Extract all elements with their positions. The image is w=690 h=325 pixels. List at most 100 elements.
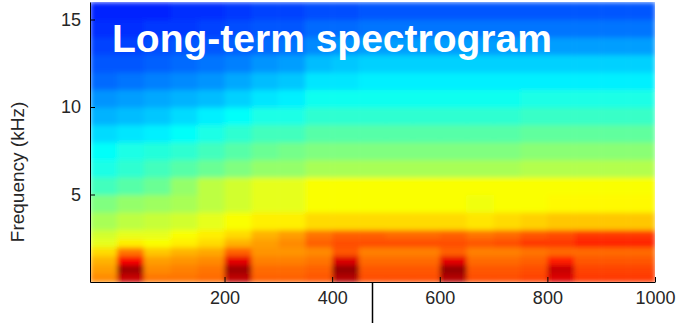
heat-cell [144, 72, 172, 90]
heat-cell [225, 238, 253, 247]
heat-cell [90, 256, 118, 265]
heat-cell [332, 107, 360, 125]
heat-cell [520, 256, 548, 265]
heat-cell [467, 195, 495, 213]
heat-cell [574, 177, 602, 195]
heat-cell [386, 107, 414, 125]
tick-mark [332, 277, 333, 282]
heat-cell [198, 90, 226, 108]
heat-cell [171, 238, 199, 247]
heat-cell [547, 125, 575, 143]
heat-cell [494, 177, 522, 195]
heat-cell [547, 230, 575, 239]
heat-cell [171, 230, 199, 239]
heat-cell [359, 273, 387, 282]
heat-cell [413, 212, 441, 230]
heat-cell [90, 125, 118, 143]
heat-cell [386, 230, 414, 239]
heat-cell [628, 195, 655, 213]
heat-cell [520, 195, 548, 213]
tick: 400 [318, 277, 348, 308]
heat-cell [251, 238, 279, 247]
heat-cell [251, 160, 279, 178]
heat-cell [198, 273, 226, 282]
heat-cell [278, 72, 306, 90]
heat-cell [601, 72, 629, 90]
heat-cell [413, 195, 441, 213]
heat-cell [547, 90, 575, 108]
heat-cell [574, 125, 602, 143]
heat-cell [117, 212, 145, 230]
heat-cell [198, 107, 226, 125]
heat-cell [359, 125, 387, 143]
heat-cell [386, 177, 414, 195]
heat-cell [305, 256, 333, 265]
heat-cell [144, 107, 172, 125]
heat-cell [628, 160, 655, 178]
heat-cell [305, 195, 333, 213]
heat-cell [144, 90, 172, 108]
heat-cell [117, 107, 145, 125]
tick-mark [547, 277, 548, 282]
heat-cell [278, 125, 306, 143]
heat-cell [117, 160, 145, 178]
heat-cell [574, 238, 602, 247]
tick: 600 [425, 277, 455, 308]
heat-cell [198, 72, 226, 90]
heat-cell [359, 230, 387, 239]
heat-cell [628, 90, 655, 108]
heat-cell [494, 125, 522, 143]
tick-label: 600 [425, 288, 455, 308]
heat-cell [144, 238, 172, 247]
heat-cell [305, 265, 333, 274]
heat-cell [547, 177, 575, 195]
heat-cell [601, 195, 629, 213]
heat-cell [359, 107, 387, 125]
heat-cell [90, 142, 118, 160]
heat-cell [440, 212, 468, 230]
heat-cell [413, 160, 441, 178]
heat-cell [494, 273, 522, 282]
tick-label: 1000 [635, 288, 675, 308]
heat-cell [332, 230, 360, 239]
heat-cell [171, 125, 199, 143]
heat-cell [144, 273, 172, 282]
tick-label: 400 [318, 288, 348, 308]
heat-cell [198, 238, 226, 247]
heat-cell [574, 230, 602, 239]
heat-cell [144, 247, 172, 256]
tick: 200 [210, 277, 240, 308]
heat-cell [332, 265, 360, 274]
x-axis: 200 400 600 800 1000 [91, 277, 676, 308]
heat-cell [601, 90, 629, 108]
heat-cell [628, 273, 655, 282]
heat-cell [225, 125, 253, 143]
heat-cell [467, 265, 495, 274]
heat-cell [225, 160, 253, 178]
heat-cell [601, 37, 629, 55]
heat-cell [467, 212, 495, 230]
heat-cell [494, 238, 522, 247]
heat-cell [628, 142, 655, 160]
heat-cell [413, 238, 441, 247]
heat-cell [198, 160, 226, 178]
heat-cell [225, 72, 253, 90]
heat-cell [467, 230, 495, 239]
tick-mark [225, 277, 226, 282]
heat-cell [278, 273, 306, 282]
heat-cell [547, 212, 575, 230]
tick: 800 [533, 277, 563, 308]
heat-cell [440, 160, 468, 178]
heat-cell [547, 72, 575, 90]
heat-cell [278, 247, 306, 256]
heat-cell [628, 247, 655, 256]
heat-cell [440, 256, 468, 265]
marker-line [372, 282, 374, 323]
heat-cell [574, 256, 602, 265]
heat-cell [90, 247, 118, 256]
tick-mark [440, 277, 441, 282]
heat-cell [359, 90, 387, 108]
heat-cell [520, 160, 548, 178]
heat-cell [601, 55, 629, 73]
heat-cell [332, 177, 360, 195]
